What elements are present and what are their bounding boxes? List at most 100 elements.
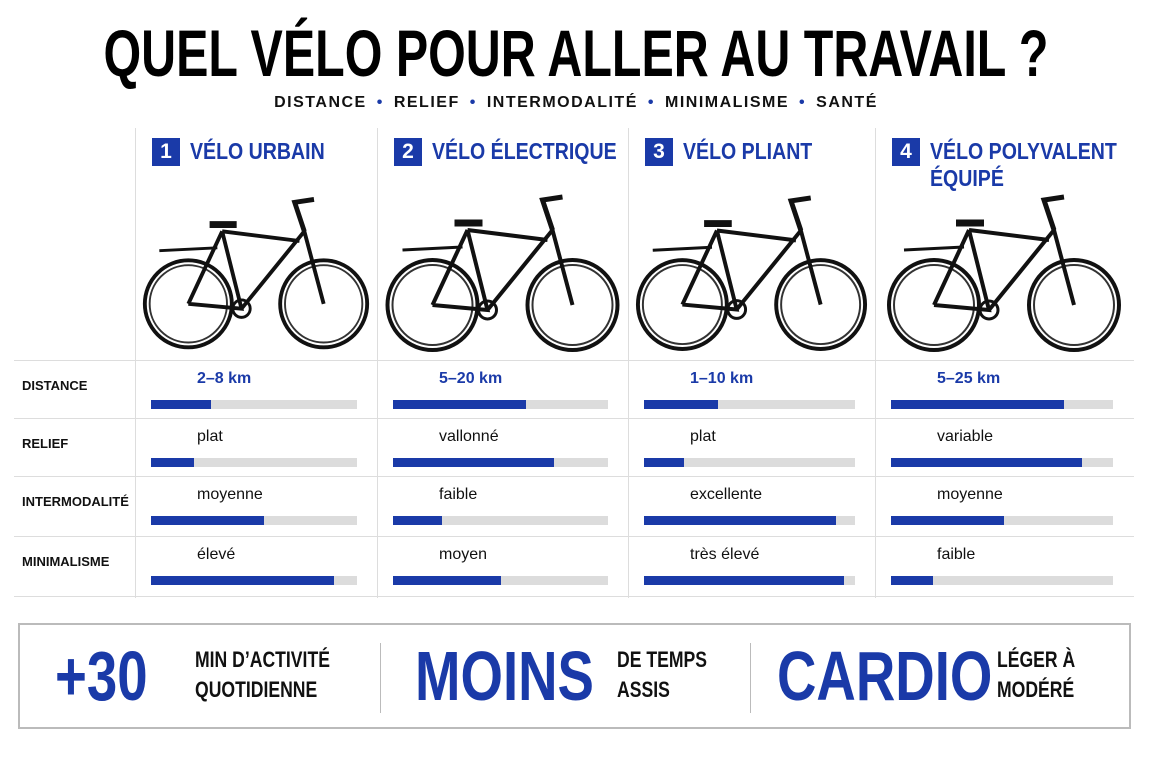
level-track: [891, 576, 1113, 585]
level-track: [393, 516, 608, 525]
cell-label: plat: [197, 428, 223, 445]
cell-label: 5–20 km: [439, 370, 503, 387]
column-number: 1: [152, 138, 180, 166]
separator-dot: •: [469, 94, 477, 111]
row-label: DISTANCE: [22, 378, 88, 393]
level-bar: [393, 516, 443, 525]
footer-text-line: DE TEMPS: [617, 647, 707, 672]
footer-text-line: QUOTIDIENNE: [195, 677, 318, 702]
level-bar: [891, 516, 1005, 525]
cell-label: faible: [937, 546, 976, 563]
footer-text: DE TEMPS ASSIS: [617, 645, 707, 705]
level-bar: [393, 576, 501, 585]
cell-label: faible: [439, 486, 478, 503]
level-bar: [644, 576, 845, 585]
footer-separator: [380, 643, 381, 713]
row-label: RELIEF: [22, 436, 69, 451]
separator-dot: •: [799, 94, 807, 111]
footer-box: [18, 623, 1131, 729]
cell-label: variable: [937, 428, 994, 445]
footer-big: +30: [55, 637, 148, 715]
subtitle-item: INTERMODALITÉ: [486, 94, 638, 111]
column-name: VÉLO ÉLECTRIQUE: [432, 138, 617, 164]
level-bar: [891, 458, 1082, 467]
footer-text-line: MIN D’ACTIVITÉ: [195, 647, 330, 672]
subtitle-item: DISTANCE: [274, 94, 367, 111]
level-bar: [151, 516, 265, 525]
row-divider: [14, 476, 1134, 477]
level-bar: [891, 576, 934, 585]
cell-label: moyenne: [937, 486, 1003, 503]
column-divider: [628, 128, 629, 598]
bike-illustration: [880, 185, 1128, 355]
level-track: [644, 400, 855, 409]
level-track: [151, 400, 357, 409]
level-track: [151, 516, 357, 525]
footer-big: MOINS: [415, 637, 594, 715]
cell-label: plat: [690, 428, 716, 445]
column-name: VÉLO URBAIN: [190, 138, 325, 164]
cell-label: excellente: [690, 486, 763, 503]
footer-text-line: ASSIS: [617, 677, 670, 702]
subtitle: DISTANCE • RELIEF • INTERMODALITÉ • MINIMALISM…: [0, 94, 1152, 112]
row-divider: [14, 596, 1134, 597]
subtitle-item: RELIEF: [393, 94, 460, 111]
title: QUEL VÉLO POUR ALLER AU TRAVAIL ?: [104, 16, 1049, 90]
level-track: [151, 458, 357, 467]
level-track: [393, 400, 608, 409]
separator-dot: •: [376, 94, 384, 111]
level-bar: [644, 400, 718, 409]
level-bar: [151, 458, 195, 467]
footer-text: LÉGER À MODÉRÉ: [997, 645, 1075, 705]
column-number: 2: [394, 138, 422, 166]
level-bar: [891, 400, 1065, 409]
level-bar: [393, 400, 527, 409]
footer-text: MIN D’ACTIVITÉ QUOTIDIENNE: [195, 645, 330, 705]
row-label: INTERMODALITÉ: [22, 494, 129, 509]
level-bar: [644, 516, 836, 525]
row-divider: [14, 360, 1134, 361]
level-track: [891, 516, 1113, 525]
title-area: QUEL VÉLO POUR ALLER AU TRAVAIL ?: [104, 16, 1049, 90]
column-divider: [377, 128, 378, 598]
level-track: [644, 516, 855, 525]
row-divider: [14, 418, 1134, 419]
bike-illustration: [382, 185, 623, 355]
column-number: 3: [645, 138, 673, 166]
cell-label: très élevé: [690, 546, 760, 563]
row-divider: [14, 536, 1134, 537]
level-track: [891, 458, 1113, 467]
level-track: [151, 576, 357, 585]
column-name: VÉLO PLIANT: [683, 138, 813, 164]
subtitle-item: SANTÉ: [816, 94, 878, 111]
level-track: [644, 458, 855, 467]
cell-label: 5–25 km: [937, 370, 1001, 387]
level-track: [393, 576, 608, 585]
footer-big: CARDIO: [777, 637, 993, 715]
column-divider: [135, 128, 136, 598]
cell-label: vallonné: [439, 428, 499, 445]
row-label: MINIMALISME: [22, 554, 110, 569]
level-bar: [151, 400, 211, 409]
level-track: [393, 458, 608, 467]
separator-dot: •: [647, 94, 655, 111]
subtitle-item: MINIMALISME: [664, 94, 790, 111]
cell-label: élevé: [197, 546, 236, 563]
cell-label: 2–8 km: [197, 370, 252, 387]
level-track: [891, 400, 1113, 409]
bike-illustration: [140, 185, 372, 355]
column-number: 4: [892, 138, 920, 166]
cell-label: moyen: [439, 546, 488, 563]
bike-illustration: [633, 185, 870, 355]
column-name: VÉLO POLYVALENT ÉQUIPÉ: [930, 138, 1117, 191]
level-bar: [644, 458, 685, 467]
cell-label: 1–10 km: [690, 370, 754, 387]
column-divider: [875, 128, 876, 598]
level-bar: [393, 458, 555, 467]
level-track: [644, 576, 855, 585]
footer-separator: [750, 643, 751, 713]
cell-label: moyenne: [197, 486, 263, 503]
level-bar: [151, 576, 335, 585]
footer-text-line: MODÉRÉ: [997, 677, 1075, 702]
